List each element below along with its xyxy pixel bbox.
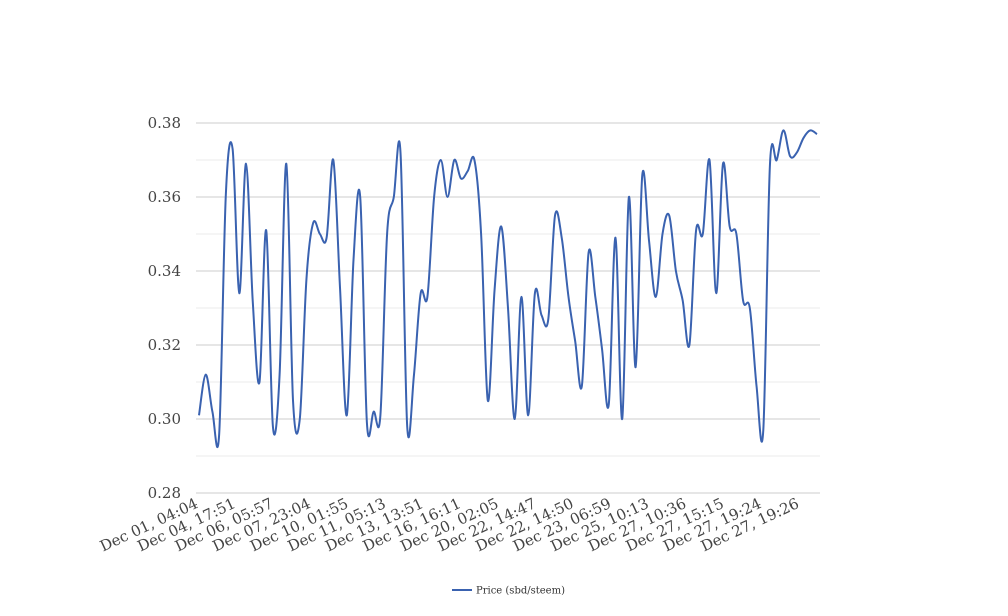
legend: Price (sbd/steem) [452,586,565,597]
y-axis-ticks: 0.28 0.30 0.32 0.34 0.36 0.38 [148,114,181,502]
series-line-price [198,129,818,448]
y-tick-label: 0.28 [148,484,181,502]
y-tick-label: 0.36 [148,188,181,206]
legend-label: Price (sbd/steem) [476,586,565,597]
y-tick-label: 0.34 [148,262,181,280]
y-tick-label: 0.38 [148,114,181,132]
y-tick-label: 0.30 [148,410,181,428]
y-tick-label: 0.32 [148,336,181,354]
